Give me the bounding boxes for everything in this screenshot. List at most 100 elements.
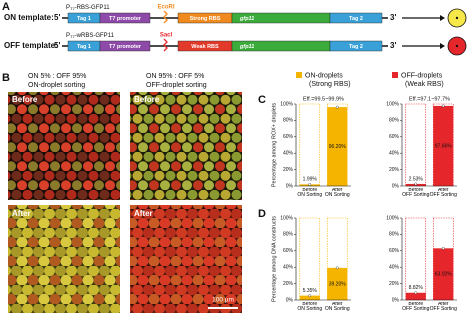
legend-name: OFF-droplets — [401, 72, 443, 79]
image-label: Before — [12, 95, 38, 104]
sorting-mode: OFF-droplet sorting — [146, 82, 207, 89]
x-tick-label-box: Before OFF Sorting — [402, 301, 430, 312]
promoter-base: P — [66, 5, 70, 11]
gene-part — [99, 40, 151, 52]
value-label: 97.66% — [435, 143, 453, 149]
x-tick-label-box: After ON Sorting — [324, 187, 350, 198]
bar — [433, 248, 454, 300]
y-tick-label: 80% — [283, 232, 294, 238]
value-label: 1.99% — [303, 177, 318, 183]
image-label: Before — [134, 95, 160, 104]
template-label: ON template: — [4, 13, 54, 22]
five-prime: 5' — [54, 41, 60, 50]
bar — [405, 292, 426, 300]
gene-part — [99, 12, 151, 24]
x-tick-label: After ON Sorting — [324, 301, 350, 312]
three-prime: 3' — [390, 13, 396, 22]
micrograph — [8, 205, 120, 313]
bar — [327, 107, 348, 186]
gene-part-label: gfp11 — [239, 16, 254, 22]
panel-label: A — [2, 1, 10, 13]
bar-point — [335, 105, 339, 109]
y-tick-label: 80% — [389, 118, 400, 124]
x-tick-label-box: Before ON Sorting — [297, 301, 323, 312]
x-tick-label: Before OFF Sorting — [402, 301, 430, 312]
x-tick-label: After OFF Sorting — [429, 301, 457, 312]
x-tick-label: After OFF Sorting — [429, 187, 457, 198]
site-label: EcoRI — [157, 5, 174, 11]
micrograph — [130, 92, 242, 200]
micrograph — [8, 92, 120, 200]
y-axis-label: Percentage among ROX+ droplets — [271, 103, 277, 187]
y-tick-label: 20% — [283, 167, 294, 173]
y-tick-label: 0% — [392, 183, 400, 189]
y-tick-label: 80% — [389, 232, 400, 238]
promoter-sub: T7 — [70, 6, 75, 11]
droplet-dot — [455, 16, 459, 20]
x-tick-label: Before ON Sorting — [297, 187, 323, 198]
y-tick-label: 60% — [283, 248, 294, 254]
bar-point — [441, 246, 445, 250]
legend-detail: (Weak RBS) — [405, 81, 444, 88]
bar-point — [308, 182, 312, 186]
legend-swatch — [296, 72, 302, 78]
y-tick-label: 80% — [283, 118, 294, 124]
bar-point — [335, 266, 339, 270]
promoter-name: PT7-wRBS-GFP11 — [66, 33, 115, 39]
legend-swatch — [392, 72, 398, 78]
y-tick-label: 100% — [280, 101, 293, 107]
sorting-ratio: ON 95% : OFF 5% — [146, 73, 204, 80]
panel-label: D — [258, 208, 266, 220]
bar — [433, 105, 454, 186]
y-tick-label: 60% — [389, 248, 400, 254]
x-tick-label: After ON Sorting — [324, 187, 350, 198]
x-tick-label: Before ON Sorting — [297, 301, 323, 312]
promoter-name: PT7-RBS-GFP11 — [66, 5, 110, 11]
value-label: 63.02% — [435, 271, 453, 277]
y-tick-label: 20% — [389, 281, 400, 287]
legend-name: ON-droplets — [305, 72, 343, 79]
gene-part-label: Tag 1 — [77, 16, 91, 22]
image-label: After — [134, 209, 153, 218]
y-tick-label: 60% — [389, 134, 400, 140]
y-tick-label: 40% — [389, 151, 400, 157]
droplet-dot — [455, 44, 459, 48]
gene-part-label: Tag 2 — [349, 16, 363, 22]
y-tick-label: 60% — [283, 134, 294, 140]
x-tick-label: Before OFF Sorting — [402, 187, 430, 198]
x-tick-label-box: Before ON Sorting — [297, 187, 323, 198]
bar-frame — [299, 217, 321, 301]
arrow-head — [440, 15, 445, 21]
bar-point — [308, 294, 312, 298]
bar-frame — [326, 217, 348, 301]
bar-point — [414, 291, 418, 295]
restriction-site — [163, 10, 168, 24]
bar — [327, 267, 348, 300]
value-label: 96.20% — [329, 144, 347, 150]
value-label: 39.20% — [329, 281, 347, 287]
three-prime: 3' — [390, 41, 396, 50]
bar — [299, 295, 320, 300]
arrow-head — [440, 43, 445, 49]
bar-frame — [405, 103, 427, 187]
five-prime: 5' — [54, 13, 60, 22]
bar-frame — [405, 217, 427, 301]
micrograph — [130, 205, 242, 313]
y-tick-label: 0% — [286, 297, 294, 303]
y-tick-label: 100% — [386, 215, 399, 221]
y-tick-label: 40% — [283, 151, 294, 157]
gene-part-label: Tag 2 — [349, 44, 363, 50]
bar-point — [414, 182, 418, 186]
gene-part-label: Strong RBS — [190, 16, 221, 22]
promoter-sub: T7 — [70, 34, 75, 39]
x-tick-label-box: Before OFF Sorting — [402, 187, 430, 198]
restriction-site — [163, 38, 168, 52]
value-label: 8.82% — [409, 285, 424, 291]
template-label: OFF template: — [4, 41, 58, 50]
gene-part-label: gfp11 — [239, 44, 254, 50]
promoter-rest: -RBS-GFP11 — [75, 5, 111, 11]
y-axis-label: Percentage among DNA constructs — [271, 216, 277, 302]
y-tick-label: 20% — [389, 167, 400, 173]
scale-bar-label: 100 µm — [212, 297, 234, 304]
